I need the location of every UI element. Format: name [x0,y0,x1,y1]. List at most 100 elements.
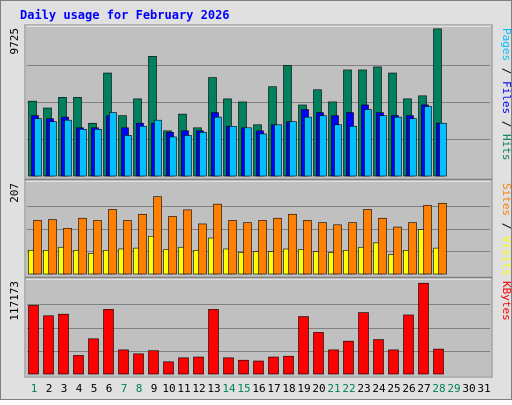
day-label-13: 13 [207,382,220,395]
bar-pages-day-17 [274,124,282,177]
bar-sites-day-20 [318,222,327,275]
bar-sites-day-7 [123,220,132,275]
bar-sites-day-6 [108,209,117,275]
bar-pages-day-20 [319,115,327,177]
bar-kbytes-day-23 [358,312,369,375]
bar-pages-day-14 [229,125,237,177]
legend-visits: Sites / Visits [500,183,512,276]
bar-pages-day-6 [109,112,117,177]
x-axis-day-labels: 1 2 3 4 5 6 7 8 9 10 11 12 13 14 15 16 17 18 19 20 21 22 23 24 2… [31,382,491,395]
bar-pages-day-24 [379,115,387,177]
bar-pages-day-5 [94,129,102,177]
bar-kbytes-day-22 [343,340,354,375]
bar-pages-day-19 [304,116,312,177]
bar-sites-day-25 [393,226,402,275]
bar-sites-day-18 [288,213,297,275]
day-label-8: 8 [136,382,143,395]
panel-hits: 9725 Pages / Files / Hits [8,24,512,180]
bar-kbytes-day-9 [148,350,159,375]
bar-pages-day-26 [409,118,417,177]
bar-sites-day-5 [93,220,102,275]
bar-kbytes-day-18 [283,355,294,375]
legend-entry-2: Files [500,81,512,114]
bar-kbytes-day-20 [313,332,324,375]
bar-kbytes-day-19 [298,316,309,375]
legend-entry-1: / [500,61,512,81]
bar-pages-day-7 [124,135,132,177]
day-label-3: 3 [61,382,68,395]
day-label-9: 9 [151,382,158,395]
bar-kbytes-day-17 [268,356,279,375]
bar-pages-day-3 [64,119,72,177]
panel-border [24,179,493,278]
bar-kbytes-day-11 [178,357,189,375]
bar-pages-day-22 [349,125,357,177]
day-label-23: 23 [357,382,370,395]
series-kbytes [28,282,444,375]
bar-sites-day-1 [33,220,42,275]
bar-pages-day-13 [214,116,222,177]
panel-border [24,24,493,180]
bar-sites-day-4 [78,217,87,275]
bar-sites-day-13 [213,203,222,275]
legend-entry-3: / [500,114,512,134]
bar-sites-day-27 [423,205,432,275]
day-label-10: 10 [162,382,175,395]
bar-kbytes-day-7 [118,349,129,375]
legend-entry-2: Visits [500,236,512,276]
day-label-2: 2 [46,382,53,395]
day-label-19: 19 [297,382,310,395]
bar-sites-day-8 [138,213,147,275]
day-label-25: 25 [387,382,400,395]
bar-kbytes-day-15 [238,359,249,375]
bar-sites-day-22 [348,222,357,275]
day-label-16: 16 [252,382,265,395]
bar-sites-day-24 [378,217,387,275]
chart-panels: 9725 Pages / Files / Hits 207 Sites / Visit… [8,24,512,378]
bar-sites-day-21 [333,224,342,275]
bar-kbytes-day-2 [43,315,54,375]
day-label-1: 1 [31,382,38,395]
bar-pages-day-8 [139,125,147,177]
y-max-label-kbytes: 117173 [8,281,21,321]
bar-sites-day-10 [168,216,177,275]
day-label-29: 29 [447,382,460,395]
bar-pages-day-23 [364,109,372,177]
series-sites [33,196,447,275]
day-label-27: 27 [417,382,430,395]
bar-sites-day-16 [258,220,267,275]
bar-kbytes-day-16 [253,360,264,375]
panel-kbytes: 117173 KBytes [8,277,512,378]
day-label-22: 22 [342,382,355,395]
bar-kbytes-day-21 [328,349,339,375]
day-label-21: 21 [327,382,340,395]
day-label-24: 24 [372,382,386,395]
legend-hits: Pages / Files / Hits [500,28,512,161]
bar-sites-day-9 [153,196,162,275]
bar-kbytes-day-13 [208,309,219,375]
legend-entry-1: / [500,216,512,236]
day-label-7: 7 [121,382,128,395]
bar-pages-day-28 [439,122,447,177]
bar-sites-day-26 [408,222,417,275]
bar-sites-day-12 [198,223,207,275]
day-label-17: 17 [267,382,280,395]
bar-kbytes-day-26 [403,314,414,375]
day-label-6: 6 [106,382,113,395]
bar-pages-day-12 [199,132,207,177]
bar-kbytes-day-28 [433,348,444,375]
legend-entry-0: Pages [500,28,512,61]
bar-pages-day-1 [34,118,42,177]
day-label-11: 11 [177,382,190,395]
panel-visits: 207 Sites / Visits [8,179,512,278]
bar-sites-day-2 [48,219,57,275]
day-label-30: 30 [462,382,475,395]
bar-kbytes-day-4 [73,355,84,375]
bar-kbytes-day-8 [133,353,144,375]
day-label-15: 15 [237,382,250,395]
bar-kbytes-day-14 [223,357,234,375]
y-max-label-visits: 207 [8,183,21,203]
bar-pages-day-27 [424,106,432,177]
day-label-28: 28 [432,382,445,395]
legend-entry-0: KBytes [500,281,512,321]
